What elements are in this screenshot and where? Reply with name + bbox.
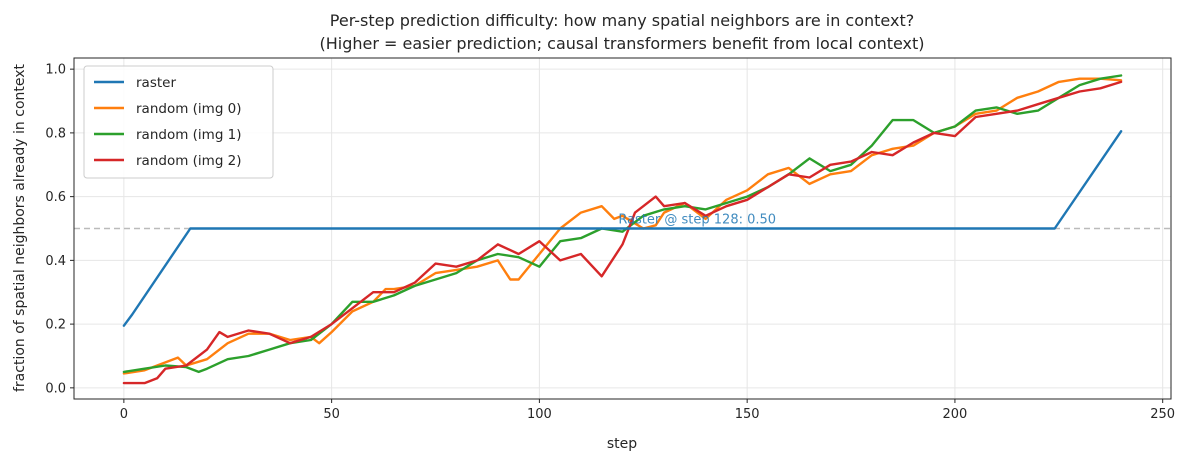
x-axis-ticks: 0 50 100 150 200 250 xyxy=(120,399,1175,422)
legend-box xyxy=(83,65,274,179)
legend-label: random (img 2) xyxy=(136,153,242,169)
series-line-0 xyxy=(122,130,1123,327)
x-tick-label: 250 xyxy=(1150,407,1175,422)
y-tick-label: 0.4 xyxy=(45,254,66,269)
x-axis-label: step xyxy=(607,436,637,452)
y-tick-label: 0.8 xyxy=(45,126,66,141)
legend-label: raster xyxy=(136,75,176,91)
series-line-3 xyxy=(122,80,1123,385)
legend-label: random (img 1) xyxy=(136,127,242,143)
series-group xyxy=(122,74,1123,385)
y-tick-label: 0.0 xyxy=(45,381,66,396)
y-tick-label: 0.6 xyxy=(45,190,66,205)
legend: raster random (img 0) random (img 1) random… xyxy=(83,65,274,179)
y-axis-ticks: 0.0 0.2 0.4 0.6 0.8 1.0 xyxy=(45,63,74,396)
x-tick-label: 0 xyxy=(120,407,128,422)
raster-annotation: Raster @ step 128: 0.50 xyxy=(618,212,776,227)
series-line-2 xyxy=(122,74,1123,374)
x-tick-label: 150 xyxy=(735,407,760,422)
y-tick-label: 1.0 xyxy=(45,63,66,78)
chart-title: Per-step prediction difficulty: how many… xyxy=(330,11,914,30)
x-tick-label: 200 xyxy=(943,407,968,422)
plot-frame xyxy=(73,57,1172,400)
legend-label: random (img 0) xyxy=(136,101,242,117)
chart-subtitle: (Higher = easier prediction; causal tran… xyxy=(319,34,924,53)
y-tick-label: 0.2 xyxy=(45,318,66,333)
x-tick-label: 100 xyxy=(527,407,552,422)
y-axis-label: fraction of spatial neighbors already in… xyxy=(12,63,28,392)
x-tick-label: 50 xyxy=(323,407,340,422)
